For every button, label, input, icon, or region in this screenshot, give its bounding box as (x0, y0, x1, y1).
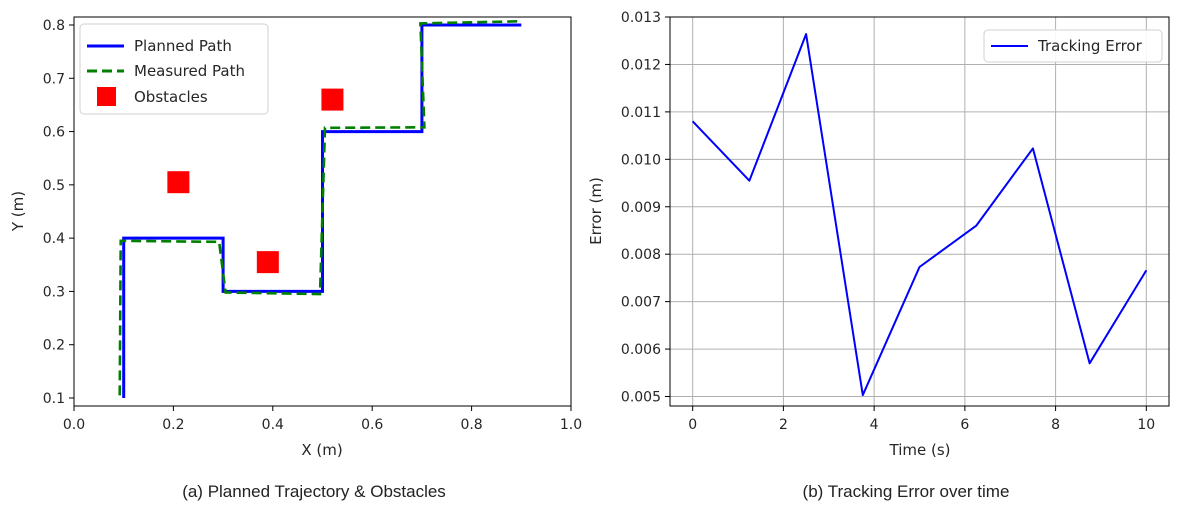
tracking-error-legend: Tracking Error (983, 29, 1163, 63)
planned-path-line (122, 23, 522, 399)
tracking-error-x-tick-label: 8 (1051, 417, 1060, 433)
tracking-error-y-tick-label: 0.010 (621, 152, 661, 168)
tracking-error-x-tick-label: 6 (960, 417, 969, 433)
trajectory-x-axis-label: X (m) (301, 441, 342, 459)
trajectory-y-tick-label: 0.6 (43, 125, 65, 141)
trajectory-y-tick-label: 0.8 (43, 18, 65, 34)
obstacle-marker (256, 251, 279, 274)
tracking-error-legend-box (983, 29, 1163, 63)
tracking-error-y-tick-label: 0.006 (621, 342, 661, 358)
trajectory-legend-label: Obstacles (134, 88, 208, 106)
tracking-error-x-axis-label: Time (s) (889, 441, 951, 459)
tracking-error-y-tick-label: 0.011 (621, 105, 661, 121)
trajectory-y-tick-label: 0.3 (43, 284, 65, 300)
tracking-error-chart: 0 2 4 6 8 10 0.005 0.006 0.007 0.008 0.009 0.010 0.0… (587, 10, 1170, 501)
obstacle-marker (321, 88, 344, 111)
obstacle-marker (167, 171, 190, 194)
tracking-error-y-tick-label: 0.005 (621, 390, 661, 406)
tracking-error-y-tick-label: 0.012 (621, 57, 661, 73)
tracking-error-y-axis-label: Error (m) (587, 177, 605, 245)
trajectory-y-tick-label: 0.1 (43, 391, 65, 407)
trajectory-x-tick-label: 0.4 (262, 417, 284, 433)
tracking-error-x-tick-label: 10 (1137, 417, 1155, 433)
trajectory-x-tick-label: 0.0 (63, 417, 85, 433)
trajectory-chart: 0.0 0.2 0.4 0.6 0.8 1.0 0.1 0.2 0.3 0.4 0.5 0.6 0.7 0… (9, 16, 582, 501)
trajectory-x-tick-label: 1.0 (560, 417, 582, 433)
tracking-error-x-tick-label: 4 (870, 417, 879, 433)
tracking-error-y-tick-label: 0.009 (621, 200, 661, 216)
trajectory-legend-label: Planned Path (134, 37, 232, 55)
trajectory-y-tick-label: 0.4 (43, 231, 65, 247)
trajectory-x-tick-label: 0.6 (361, 417, 383, 433)
trajectory-legend-box (79, 23, 269, 115)
trajectory-caption: (a) Planned Trajectory & Obstacles (182, 482, 446, 501)
trajectory-x-tick-label: 0.2 (162, 417, 184, 433)
tracking-error-legend-label: Tracking Error (1037, 37, 1143, 55)
tracking-error-caption: (b) Tracking Error over time (803, 482, 1010, 501)
trajectory-y-tick-label: 0.5 (43, 178, 65, 194)
measured-path-line (118, 19, 522, 396)
tracking-error-y-tick-label: 0.007 (621, 295, 661, 311)
tracking-error-x-tick-label: 0 (688, 417, 697, 433)
legend-obstacle-marker (97, 87, 116, 106)
trajectory-y-tick-label: 0.7 (43, 71, 65, 87)
trajectory-y-axis-label: Y (m) (9, 191, 27, 232)
tracking-error-line (691, 33, 1148, 397)
tracking-error-y-tick-label: 0.013 (621, 10, 661, 26)
tracking-error-y-tick-label: 0.008 (621, 247, 661, 263)
tracking-error-plot-frame (669, 16, 1170, 407)
trajectory-y-tick-label: 0.2 (43, 338, 65, 354)
trajectory-legend: Planned Path Measured Path Obstacles (79, 23, 269, 115)
trajectory-x-tick-label: 0.8 (460, 417, 482, 433)
tracking-error-x-tick-label: 2 (779, 417, 788, 433)
trajectory-legend-label: Measured Path (134, 62, 245, 80)
